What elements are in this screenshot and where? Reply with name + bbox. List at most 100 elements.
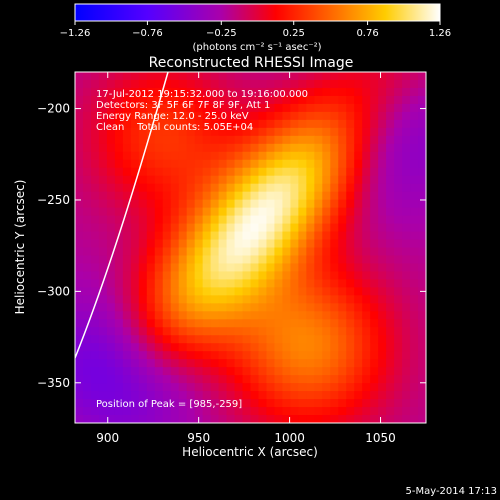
heatmap-cell <box>138 199 148 209</box>
heatmap-cell <box>250 319 260 328</box>
heatmap-cell <box>282 151 291 161</box>
heatmap-cell <box>290 135 299 145</box>
heatmap-cell <box>418 383 426 392</box>
heatmap-cell <box>250 383 260 392</box>
heatmap-cell <box>258 127 268 137</box>
heatmap-cell <box>338 95 347 105</box>
heatmap-cell <box>186 191 196 201</box>
heatmap-cell <box>410 335 419 344</box>
heatmap-cell <box>266 175 276 185</box>
heatmap-cell <box>386 351 395 360</box>
heatmap-cell <box>210 351 220 360</box>
heatmap-cell <box>218 175 228 185</box>
heatmap-cell <box>114 151 124 161</box>
heatmap-cell <box>138 79 148 89</box>
heatmap-cell <box>138 95 148 105</box>
heatmap-cell <box>106 367 116 376</box>
heatmap-cell <box>410 247 419 257</box>
heatmap-cell <box>386 327 395 336</box>
heatmap-cell <box>290 303 299 312</box>
heatmap-cell <box>106 87 116 97</box>
heatmap-cell <box>402 183 411 193</box>
heatmap-cell <box>154 351 164 360</box>
heatmap-cell <box>114 143 124 153</box>
heatmap-cell <box>258 279 268 288</box>
heatmap-cell <box>82 111 92 121</box>
heatmap-cell <box>322 103 331 113</box>
heatmap-cell <box>274 72 284 81</box>
heatmap-cell <box>194 375 204 384</box>
heatmap-cell <box>202 255 212 265</box>
heatmap-cell <box>298 303 307 312</box>
heatmap-cell <box>154 231 164 241</box>
heatmap-cell <box>122 255 132 265</box>
heatmap-cell <box>122 311 132 320</box>
heatmap-cell <box>226 111 236 121</box>
heatmap-cell <box>282 343 291 352</box>
heatmap-cell <box>218 223 228 233</box>
heatmap-cell <box>322 303 331 312</box>
heatmap-cell <box>242 72 252 81</box>
heatmap-cell <box>146 111 156 121</box>
heatmap-cell <box>418 279 426 288</box>
x-tick-label: 1050 <box>365 431 396 445</box>
heatmap-cell <box>114 239 124 249</box>
heatmap-cell <box>386 72 395 81</box>
heatmap-cell <box>218 247 228 257</box>
heatmap-cell <box>162 175 172 185</box>
heatmap-cell <box>106 119 116 129</box>
heatmap-cell <box>386 415 395 423</box>
heatmap-cell <box>122 391 132 400</box>
heatmap-cell <box>154 175 164 185</box>
heatmap-cell <box>298 183 307 193</box>
heatmap-cell <box>75 151 84 161</box>
heatmap-cell <box>330 199 339 209</box>
heatmap-cell <box>186 319 196 328</box>
heatmap-cell <box>338 399 347 408</box>
heatmap-cell <box>378 247 387 257</box>
heatmap-cell <box>354 343 363 352</box>
heatmap-cell <box>410 143 419 153</box>
heatmap-cell <box>154 87 164 97</box>
heatmap-cell <box>186 375 196 384</box>
heatmap-cell <box>178 327 188 336</box>
heatmap-cell <box>98 111 108 121</box>
heatmap-cell <box>362 391 371 400</box>
heatmap-cell <box>170 79 180 89</box>
heatmap-cell <box>138 391 148 400</box>
heatmap-cell <box>410 327 419 336</box>
heatmap-cell <box>98 351 108 360</box>
heatmap-cell <box>410 239 419 249</box>
heatmap-cell <box>370 151 379 161</box>
heatmap-cell <box>138 287 148 296</box>
heatmap-cell <box>290 199 299 209</box>
heatmap-cell <box>362 407 371 416</box>
heatmap-cell <box>298 103 307 113</box>
heatmap-cell <box>266 407 276 416</box>
heatmap-cell <box>394 279 403 288</box>
heatmap-cell <box>114 72 124 81</box>
heatmap-cell <box>282 143 291 153</box>
heatmap-cell <box>154 207 164 217</box>
heatmap-cell <box>274 247 284 257</box>
heatmap-cell <box>154 111 164 121</box>
heatmap-cell <box>138 279 148 288</box>
heatmap-cell <box>258 311 268 320</box>
heatmap-cell <box>202 391 212 400</box>
heatmap-cell <box>274 239 284 249</box>
heatmap-cell <box>378 239 387 249</box>
heatmap-cell <box>90 303 100 312</box>
heatmap-cell <box>178 255 188 265</box>
heatmap-cell <box>410 72 419 81</box>
heatmap-cell <box>266 72 276 81</box>
heatmap-cell <box>266 367 276 376</box>
heatmap-cell <box>178 135 188 145</box>
heatmap-cell <box>418 255 426 265</box>
heatmap-cell <box>322 143 331 153</box>
heatmap-cell <box>386 367 395 376</box>
heatmap-cell <box>266 103 276 113</box>
heatmap-cell <box>202 279 212 288</box>
heatmap-cell <box>330 343 339 352</box>
heatmap-cell <box>138 399 148 408</box>
heatmap-cell <box>386 271 395 281</box>
